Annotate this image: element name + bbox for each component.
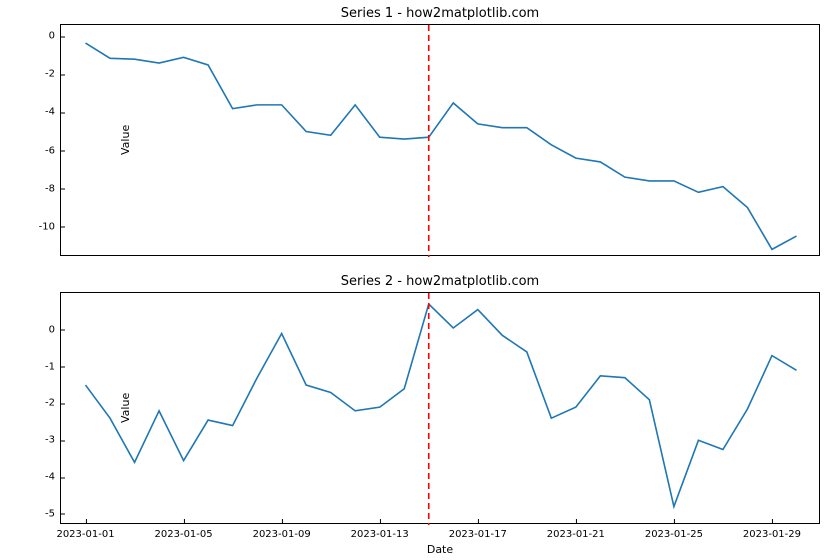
panel-0-ylabel: Value [10, 24, 24, 256]
ytick: -1 [45, 361, 61, 372]
series-1-line [86, 43, 797, 249]
panel-1-plot [61, 293, 819, 523]
xtick: 2023-01-01 [56, 523, 114, 540]
series-2-line [86, 304, 797, 507]
ytick: -8 [45, 183, 61, 194]
ytick: -4 [45, 107, 61, 118]
figure: Series 1 - how2matplotlib.com 0-2-4-6-8-… [0, 0, 840, 560]
ytick: -2 [45, 398, 61, 409]
ytick: -2 [45, 69, 61, 80]
ytick: 0 [49, 31, 61, 42]
xtick: 2023-01-09 [253, 523, 311, 540]
xtick: 2023-01-25 [645, 523, 703, 540]
ytick: -10 [39, 221, 61, 232]
panel-1-ylabel: Value [10, 292, 24, 524]
ytick: -6 [45, 145, 61, 156]
panel-0-title: Series 1 - how2matplotlib.com [60, 6, 820, 21]
x-axis-label: Date [60, 543, 820, 556]
ytick: -5 [45, 508, 61, 519]
ytick: 0 [49, 324, 61, 335]
xtick: 2023-01-05 [155, 523, 213, 540]
ytick: -4 [45, 472, 61, 483]
xtick: 2023-01-21 [547, 523, 605, 540]
panel-0-plot [61, 25, 819, 255]
xtick: 2023-01-17 [449, 523, 507, 540]
xtick: 2023-01-13 [351, 523, 409, 540]
panel-0: 0-2-4-6-8-10 [60, 24, 820, 256]
panel-1-title: Series 2 - how2matplotlib.com [60, 274, 820, 289]
panel-1: 0-1-2-3-4-5 2023-01-012023-01-052023-01-… [60, 292, 820, 524]
ytick: -3 [45, 435, 61, 446]
xtick: 2023-01-29 [743, 523, 801, 540]
